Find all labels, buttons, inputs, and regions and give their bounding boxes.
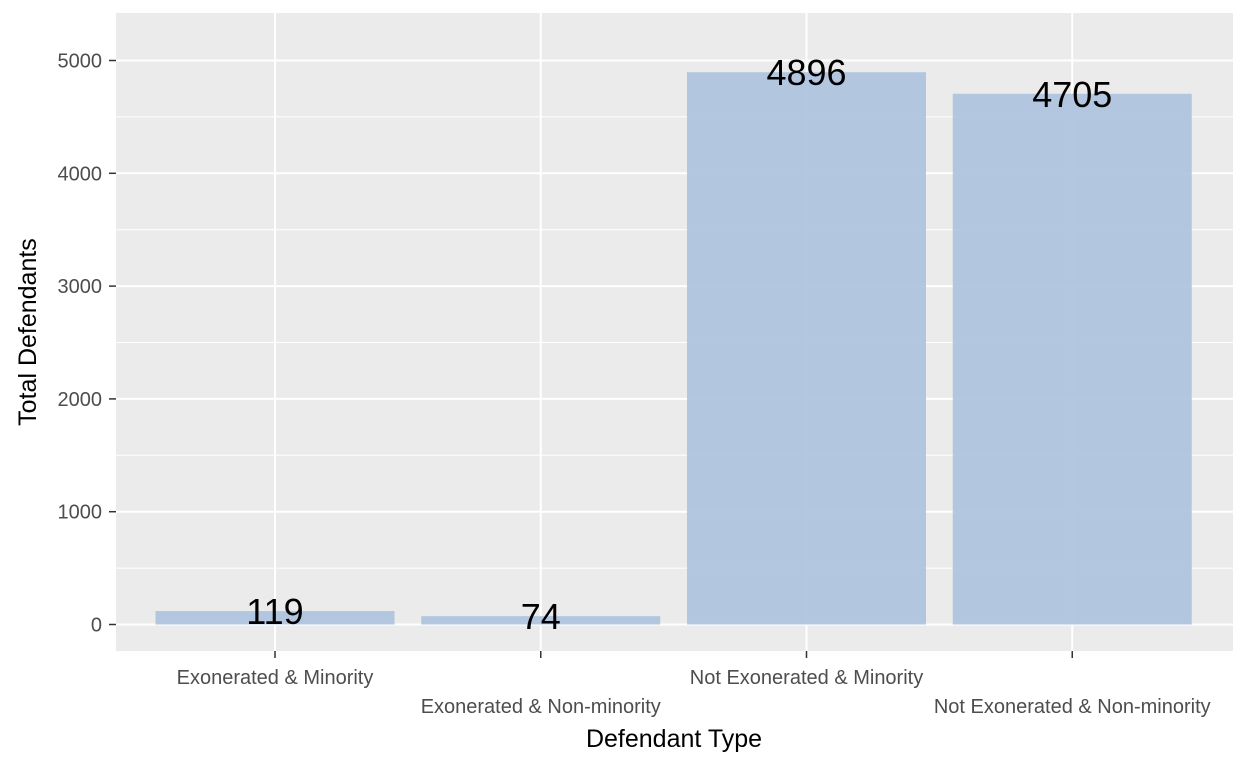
data-label: 74 bbox=[521, 596, 561, 637]
bar bbox=[421, 616, 661, 625]
y-tick-label: 0 bbox=[91, 615, 102, 637]
x-tick-label: Not Exonerated & Minority bbox=[690, 667, 923, 689]
x-tick-label: Exonerated & Non-minority bbox=[421, 696, 661, 718]
y-tick-label: 1000 bbox=[58, 502, 103, 524]
x-axis-title: Defendant Type bbox=[586, 725, 762, 753]
x-axis: Exonerated & Minority Exonerated & Non-mi… bbox=[177, 651, 1211, 718]
bar bbox=[952, 93, 1192, 625]
y-tick-label: 5000 bbox=[58, 51, 103, 73]
data-label: 4896 bbox=[766, 52, 846, 93]
y-axis-title: Total Defendants bbox=[14, 238, 42, 426]
bar bbox=[687, 72, 926, 625]
data-label: 119 bbox=[246, 591, 303, 632]
x-tick-label: Exonerated & Minority bbox=[177, 667, 374, 689]
y-tick-label: 2000 bbox=[58, 389, 103, 411]
x-tick-label: Not Exonerated & Non-minority bbox=[934, 696, 1211, 718]
y-tick-label: 3000 bbox=[58, 276, 103, 298]
data-labels: 119 74 4896 4705 bbox=[246, 52, 1112, 637]
bars bbox=[155, 72, 1192, 625]
y-tick-label: 4000 bbox=[58, 163, 103, 185]
data-label: 4705 bbox=[1032, 74, 1112, 115]
bar bbox=[155, 611, 395, 625]
y-axis: 0 1000 2000 3000 4000 5000 bbox=[58, 51, 116, 637]
